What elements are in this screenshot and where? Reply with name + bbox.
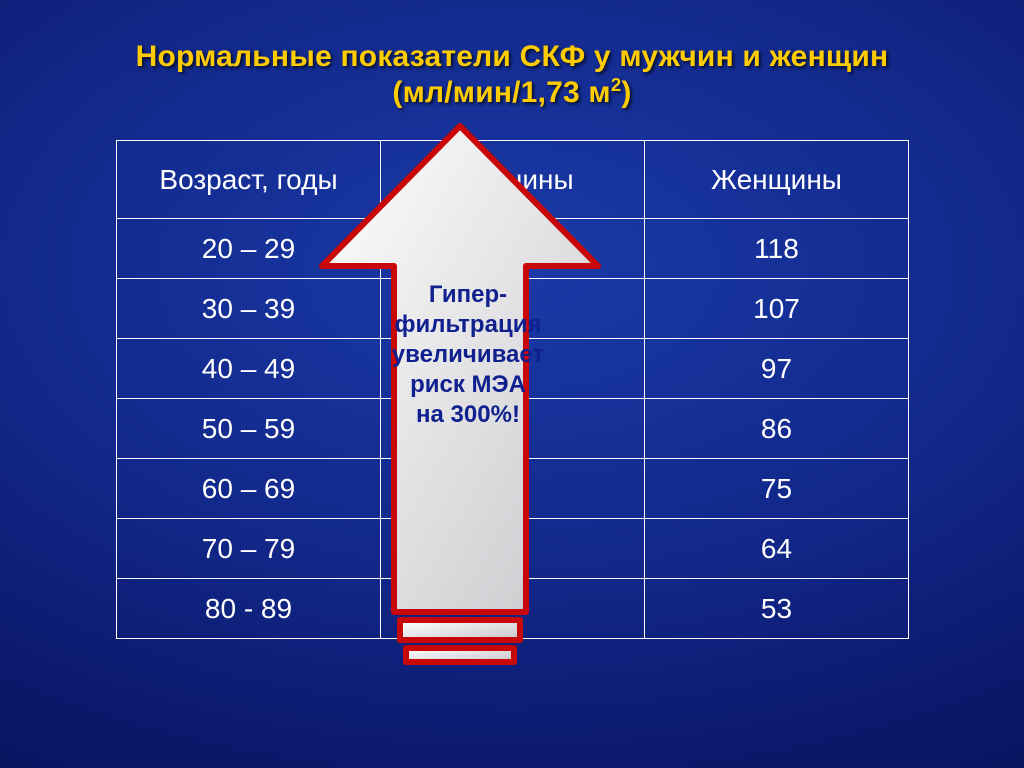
- table-row: 70 – 79 64: [117, 519, 909, 579]
- cell-age: 70 – 79: [117, 519, 381, 579]
- cell-men: [381, 519, 645, 579]
- cell-women: 86: [645, 399, 909, 459]
- table-row: 50 – 59 86: [117, 399, 909, 459]
- table-row: 80 - 89 53: [117, 579, 909, 639]
- col-header-men: Мужчины: [381, 141, 645, 219]
- cell-women: 118: [645, 219, 909, 279]
- col-header-age: Возраст, годы: [117, 141, 381, 219]
- slide-title: Нормальные показатели СКФ у мужчин и жен…: [0, 40, 1024, 110]
- title-line2: (мл/мин/1,73 м2): [0, 74, 1024, 110]
- cell-men: [381, 339, 645, 399]
- table-row: 30 – 39 107: [117, 279, 909, 339]
- title-line1: Нормальные показатели СКФ у мужчин и жен…: [0, 40, 1024, 74]
- cell-age: 20 – 29: [117, 219, 381, 279]
- table-header-row: Возраст, годы Мужчины Женщины: [117, 141, 909, 219]
- cell-women: 64: [645, 519, 909, 579]
- cell-men: [381, 459, 645, 519]
- gfr-table: Возраст, годы Мужчины Женщины 20 – 29 11…: [116, 140, 909, 639]
- title-line2-prefix: (мл/мин/1,73 м: [392, 76, 610, 109]
- arrow-segment-2: [406, 648, 514, 662]
- gfr-table-container: Возраст, годы Мужчины Женщины 20 – 29 11…: [116, 140, 909, 639]
- cell-men: [381, 579, 645, 639]
- cell-men: [381, 279, 645, 339]
- table-head: Возраст, годы Мужчины Женщины: [117, 141, 909, 219]
- table-row: 40 – 49 97: [117, 339, 909, 399]
- cell-women: 107: [645, 279, 909, 339]
- title-line2-suffix: ): [621, 76, 631, 109]
- cell-age: 60 – 69: [117, 459, 381, 519]
- cell-women: 53: [645, 579, 909, 639]
- cell-women: 75: [645, 459, 909, 519]
- table-row: 60 – 69 75: [117, 459, 909, 519]
- table-body: 20 – 29 118 30 – 39 107 40 – 49 97 50 – …: [117, 219, 909, 639]
- table-row: 20 – 29 118: [117, 219, 909, 279]
- cell-men: [381, 219, 645, 279]
- title-superscript: 2: [611, 74, 622, 95]
- cell-age: 30 – 39: [117, 279, 381, 339]
- col-header-women: Женщины: [645, 141, 909, 219]
- slide: { "layout": { "slide_width": 1024, "slid…: [0, 0, 1024, 768]
- cell-age: 80 - 89: [117, 579, 381, 639]
- cell-age: 50 – 59: [117, 399, 381, 459]
- cell-men: [381, 399, 645, 459]
- cell-women: 97: [645, 339, 909, 399]
- cell-age: 40 – 49: [117, 339, 381, 399]
